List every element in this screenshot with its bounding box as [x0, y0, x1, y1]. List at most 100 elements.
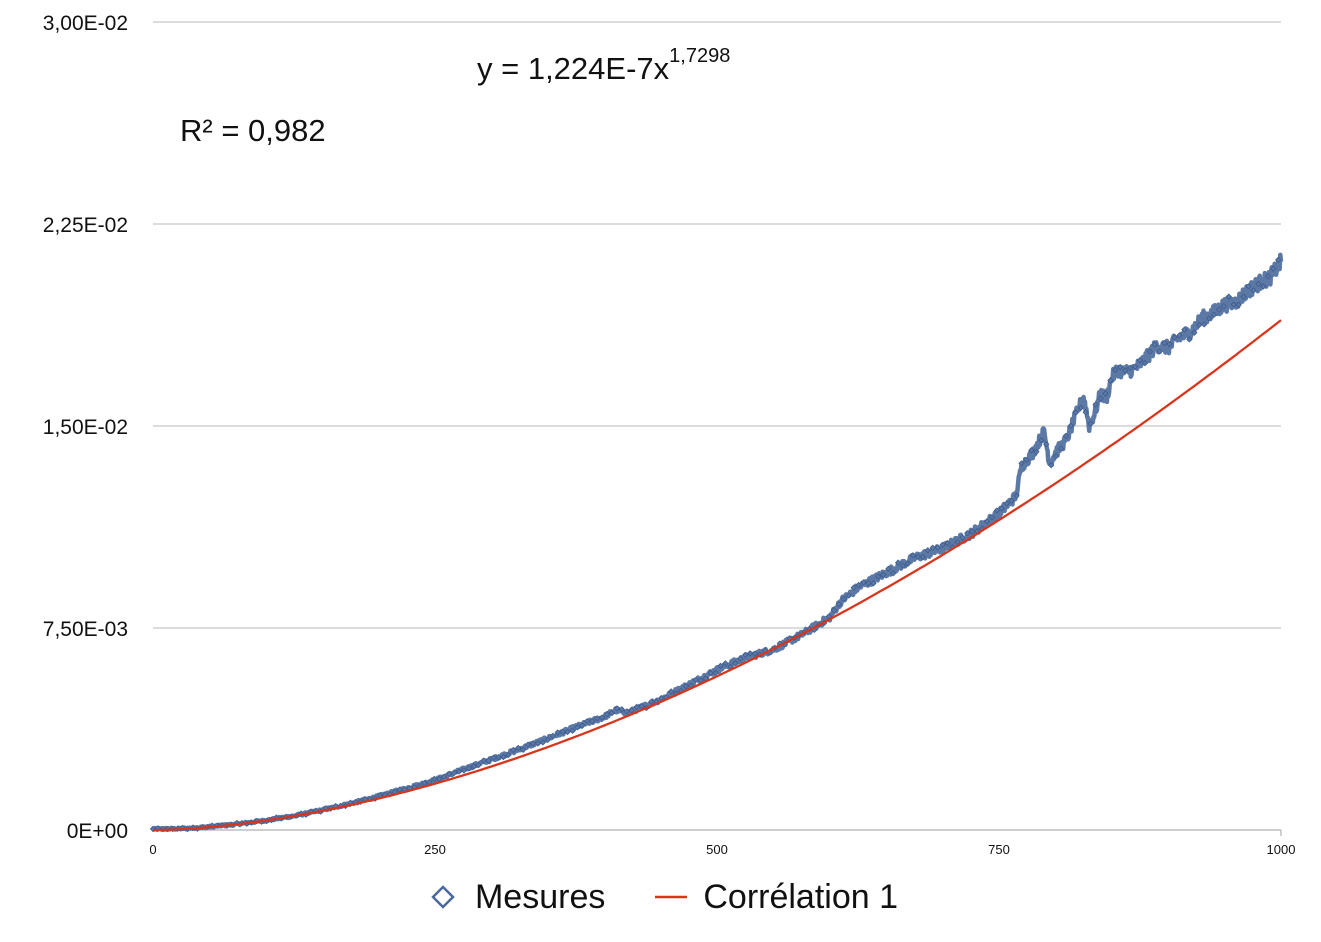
data-point-mesures — [1275, 256, 1282, 264]
diamond-marker-icon — [431, 885, 455, 909]
legend-item-correlation: Corrélation 1 — [651, 878, 898, 917]
x-tick-labels: 0 250 500 750 1000 — [149, 842, 1295, 857]
data-point-mesures — [969, 528, 976, 535]
data-point-mesures — [1186, 336, 1193, 343]
data-point-mesures — [895, 559, 902, 566]
data-point-mesures — [633, 703, 640, 711]
data-point-mesures — [519, 746, 527, 753]
data-point-mesures — [668, 688, 675, 695]
data-point-mesures — [865, 579, 872, 587]
data-point-mesures — [1062, 432, 1070, 439]
data-point-mesures — [899, 562, 907, 569]
data-series — [149, 252, 1284, 833]
data-point-mesures — [1230, 301, 1237, 308]
data-point-mesures — [608, 709, 616, 717]
data-point-mesures — [460, 767, 468, 774]
data-point-mesures — [500, 753, 507, 761]
data-point-mesures — [1270, 265, 1277, 272]
data-point-mesures — [1220, 302, 1228, 310]
series-mesures-trace — [151, 252, 1284, 833]
data-point-mesures — [1131, 363, 1139, 370]
data-point-mesures — [717, 662, 724, 670]
data-point-mesures — [845, 592, 853, 599]
data-point-mesures — [539, 739, 547, 746]
data-point-mesures — [934, 544, 941, 551]
data-point-mesures — [939, 541, 946, 548]
data-point-mesures — [890, 570, 897, 577]
x-tick-label: 750 — [988, 842, 1010, 857]
data-point-mesures — [613, 705, 621, 712]
data-point-mesures — [850, 584, 857, 591]
legend-label-mesures: Mesures — [474, 877, 606, 916]
data-point-mesures — [919, 553, 927, 561]
data-point-mesures — [1166, 340, 1173, 348]
data-point-mesures — [682, 683, 690, 690]
data-point-mesures — [840, 595, 848, 603]
data-point-mesures — [1181, 326, 1188, 333]
data-point-mesures — [1122, 367, 1129, 374]
data-point-mesures — [1191, 329, 1198, 336]
data-point-mesures — [1156, 348, 1163, 355]
data-point-mesures — [598, 714, 606, 721]
data-point-mesures — [885, 565, 892, 573]
data-point-mesures — [1136, 357, 1144, 364]
data-point-mesures — [475, 761, 482, 769]
data-point-mesures — [618, 706, 625, 713]
series-correlation-line — [153, 319, 1282, 832]
data-point-mesures — [870, 580, 877, 587]
series-mesures — [149, 252, 1284, 833]
data-point-mesures — [929, 544, 936, 551]
data-point-mesures — [623, 708, 630, 715]
data-point-mesures — [1260, 283, 1267, 290]
data-point-mesures — [1215, 306, 1223, 313]
chart-svg: 0E+00 7,50E-03 1,50E-02 2,25E-02 3,00E-02 0 2… — [43, 12, 1296, 857]
data-point-mesures — [593, 715, 601, 722]
gridlines — [153, 21, 1282, 836]
data-point-mesures — [751, 650, 759, 657]
data-point-mesures — [1072, 409, 1080, 416]
data-point-mesures — [964, 529, 971, 537]
data-point-mesures — [485, 757, 492, 764]
data-point-mesures — [450, 769, 458, 777]
data-point-mesures — [855, 581, 862, 589]
data-point-mesures — [1028, 447, 1035, 454]
data-point-mesures — [1240, 293, 1247, 300]
data-point-mesures — [1225, 293, 1232, 300]
data-point-mesures — [440, 773, 448, 781]
data-point-mesures — [1151, 341, 1158, 348]
y-tick-label: 2,25E-02 — [43, 214, 128, 237]
data-point-mesures — [554, 729, 561, 736]
data-point-mesures — [1205, 315, 1213, 322]
y-tick-label: 7,50E-03 — [43, 618, 128, 641]
data-point-mesures — [638, 702, 645, 710]
y-tick-label: 1,50E-02 — [43, 416, 128, 439]
data-point-mesures — [1043, 441, 1050, 448]
data-point-mesures — [742, 651, 749, 659]
data-point-mesures — [569, 727, 576, 734]
x-tick-label: 1000 — [1267, 842, 1296, 857]
data-point-mesures — [1176, 332, 1183, 339]
data-point-mesures — [1250, 287, 1257, 294]
data-point-mesures — [712, 669, 719, 676]
data-point-mesures — [1210, 311, 1218, 318]
data-point-mesures — [1255, 280, 1262, 288]
data-point-mesures — [648, 698, 655, 705]
legend-label-correlation: Corrélation 1 — [703, 877, 899, 916]
legend: Mesures Corrélation 1 — [0, 872, 1321, 922]
data-point-mesures — [603, 711, 611, 718]
data-point-mesures — [707, 669, 714, 677]
data-point-mesures — [515, 744, 522, 752]
data-point-mesures — [544, 736, 551, 743]
x-tick-label: 250 — [424, 842, 446, 857]
data-point-mesures — [505, 751, 512, 759]
data-point-mesures — [1048, 462, 1055, 469]
y-tick-label: 3,00E-02 — [43, 12, 128, 35]
data-point-mesures — [1196, 321, 1203, 329]
data-point-mesures — [1052, 452, 1060, 460]
data-point-mesures — [495, 754, 502, 761]
r-squared-label: R² = 0,982 — [180, 113, 326, 148]
data-point-mesures — [732, 659, 739, 667]
data-point-mesures — [1171, 334, 1178, 341]
fit-equation-exponent: 1,7298 — [669, 45, 730, 67]
data-point-mesures — [549, 732, 556, 740]
